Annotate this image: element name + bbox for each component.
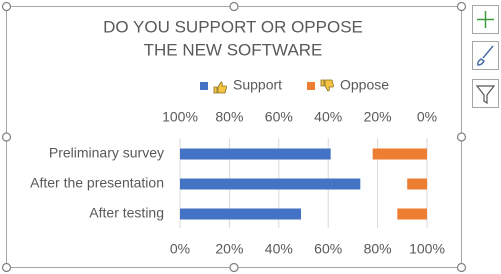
x2-tick-label: 100% xyxy=(162,109,198,125)
bar xyxy=(397,208,427,220)
x2-tick-label: 0% xyxy=(417,109,437,125)
x-tick-label: 0% xyxy=(170,241,190,257)
legend-icon xyxy=(213,81,227,94)
x-tick-label: 100% xyxy=(409,241,445,257)
x2-tick-label: 20% xyxy=(364,109,392,125)
resize-handle[interactable] xyxy=(1,262,12,273)
resize-handle[interactable] xyxy=(456,1,467,12)
x2-tick-label: 40% xyxy=(314,109,342,125)
chart-title: THE NEW SOFTWARE xyxy=(144,40,323,59)
chart-filters-button[interactable] xyxy=(472,79,499,108)
legend-marker xyxy=(307,82,315,90)
legend-icon xyxy=(320,79,334,92)
chart-elements-button[interactable] xyxy=(472,5,499,34)
x2-tick-label: 60% xyxy=(265,109,293,125)
x-tick-label: 80% xyxy=(364,241,392,257)
chart-title: DO YOU SUPPORT OR OPPOSE xyxy=(103,17,363,36)
resize-handle[interactable] xyxy=(1,132,12,142)
bar xyxy=(180,178,361,190)
chart-area[interactable] xyxy=(6,6,462,268)
x2-tick-label: 80% xyxy=(215,109,243,125)
resize-handle[interactable] xyxy=(229,1,239,12)
bar xyxy=(407,178,427,190)
y-tick-label: After testing xyxy=(89,205,164,221)
y-tick-label: Preliminary survey xyxy=(49,145,164,161)
resize-handle[interactable] xyxy=(456,132,467,142)
bar xyxy=(180,148,331,160)
x-tick-label: 60% xyxy=(314,241,342,257)
bar xyxy=(180,208,302,220)
legend-label: Oppose xyxy=(340,77,389,93)
bar xyxy=(372,148,427,160)
x-tick-label: 40% xyxy=(265,241,293,257)
resize-handle[interactable] xyxy=(229,262,239,273)
legend-marker xyxy=(200,82,208,90)
legend-label: Support xyxy=(233,77,282,93)
y-tick-label: After the presentation xyxy=(30,175,164,191)
chart-styles-button[interactable] xyxy=(472,41,499,70)
resize-handle[interactable] xyxy=(1,1,12,12)
resize-handle[interactable] xyxy=(456,262,467,273)
x-tick-label: 20% xyxy=(215,241,243,257)
